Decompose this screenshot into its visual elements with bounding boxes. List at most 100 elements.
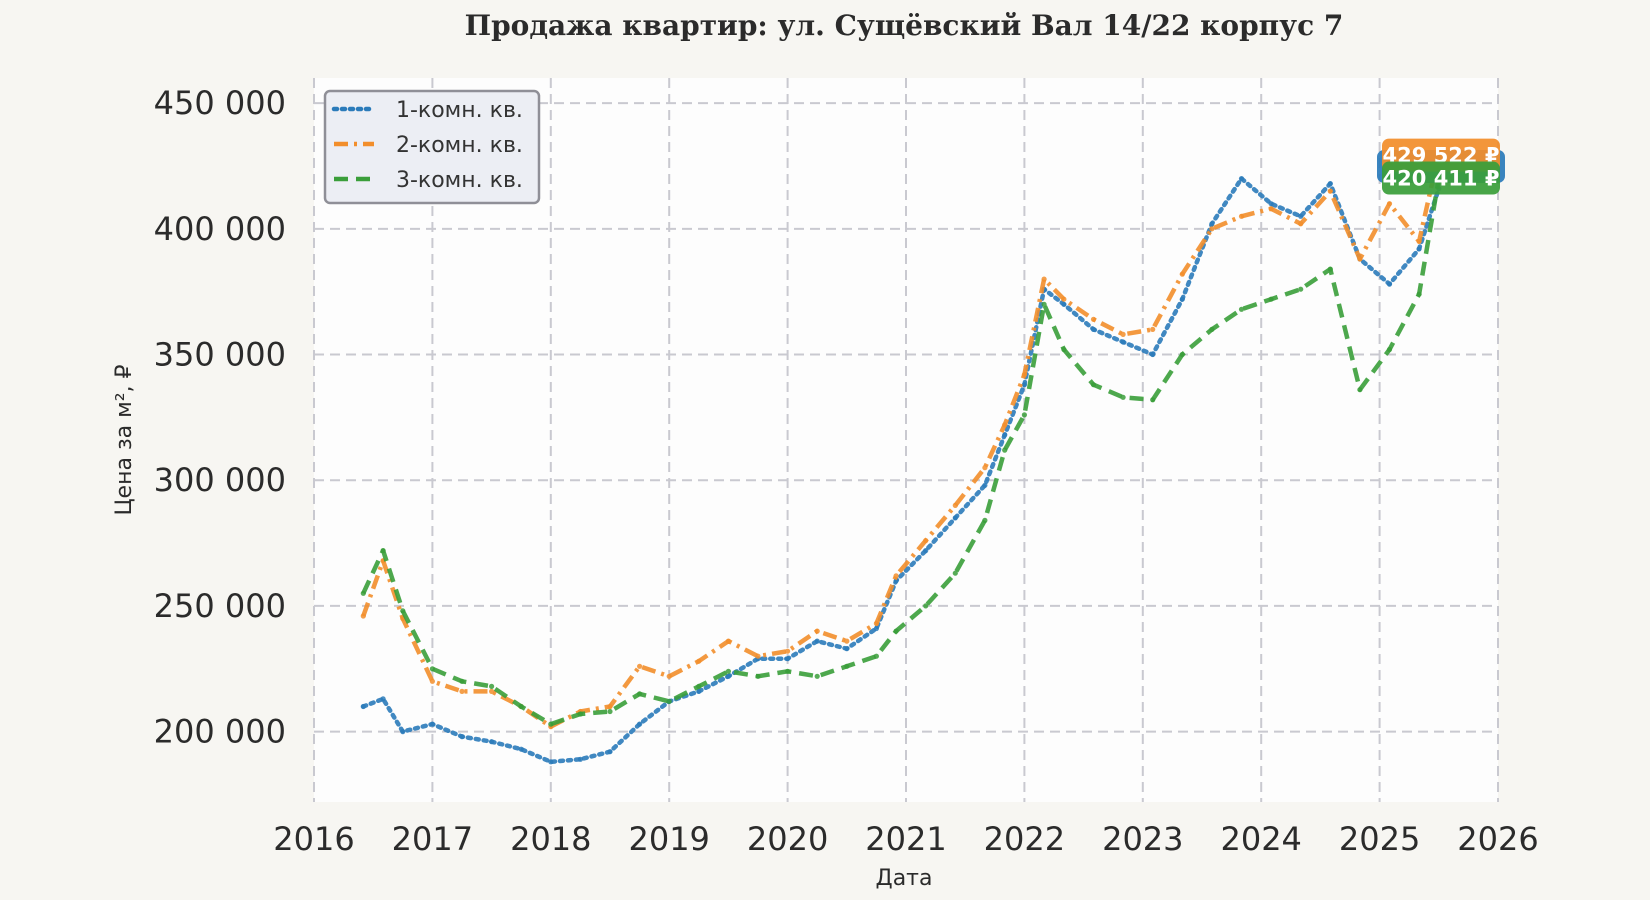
data-point [1327, 188, 1333, 194]
x-tick-label: 2017 [392, 820, 473, 858]
data-point [725, 668, 732, 674]
y-tick-label: 300 000 [154, 461, 286, 499]
data-point [1416, 291, 1422, 297]
data-point [429, 721, 435, 727]
data-point [1327, 266, 1333, 272]
x-tick-label: 2018 [510, 820, 591, 858]
data-point [696, 658, 702, 664]
data-point [380, 696, 386, 702]
data-point [1120, 394, 1126, 400]
data-point [1120, 331, 1126, 337]
data-point [1179, 296, 1185, 302]
data-point [1327, 181, 1333, 187]
data-point [577, 756, 584, 762]
data-point [923, 538, 929, 544]
x-tick-label: 2016 [273, 820, 354, 858]
data-point [1179, 351, 1185, 358]
data-point [637, 721, 643, 727]
data-point [1209, 326, 1215, 332]
series-layer [360, 150, 1442, 765]
data-point [982, 517, 988, 524]
data-point [814, 673, 820, 679]
data-point [360, 703, 366, 710]
data-point [1298, 221, 1304, 227]
data-point [873, 620, 880, 627]
data-point [489, 683, 495, 690]
data-point [696, 683, 702, 690]
data-point [607, 703, 613, 710]
data-point [755, 653, 761, 659]
data-point [1002, 432, 1008, 438]
data-point [1268, 201, 1274, 207]
data-point [1090, 316, 1097, 322]
series-line-1 [361, 176, 1442, 765]
data-point [666, 698, 672, 705]
data-point [1061, 346, 1067, 353]
x-tick-label: 2020 [747, 820, 828, 858]
data-point [489, 739, 495, 745]
data-point [1090, 382, 1097, 388]
data-point [459, 688, 465, 695]
end-label-badge [1382, 161, 1500, 195]
legend-label: 3-комн. кв. [396, 168, 523, 193]
data-point [1386, 281, 1393, 287]
data-point [1041, 276, 1047, 282]
x-tick-label: 2026 [1457, 820, 1538, 858]
data-point [1150, 397, 1156, 403]
data-point [1150, 326, 1156, 332]
data-point [1150, 351, 1156, 358]
y-tick-label: 450 000 [154, 84, 286, 122]
data-point [785, 656, 791, 662]
data-point [982, 465, 988, 471]
y-tick-label: 250 000 [154, 587, 286, 625]
data-point [1179, 271, 1185, 277]
data-point [725, 638, 732, 644]
data-point [1416, 238, 1422, 244]
data-point [844, 663, 850, 669]
data-point [893, 628, 899, 634]
data-point [952, 502, 958, 508]
data-point [785, 648, 791, 654]
data-point [1298, 286, 1304, 292]
data-point [1386, 201, 1393, 207]
data-point [1238, 306, 1245, 312]
data-point [666, 673, 672, 679]
end-label-text: 420 411 ₽ [1383, 167, 1500, 191]
data-point [982, 482, 988, 488]
x-axis-label: Дата [876, 866, 933, 891]
data-point [1021, 382, 1027, 388]
data-point [360, 590, 366, 596]
data-point [873, 625, 880, 632]
data-point [429, 666, 435, 672]
data-point [1268, 296, 1274, 302]
y-tick-label: 350 000 [154, 336, 286, 374]
data-point [489, 688, 495, 695]
data-point [1209, 226, 1215, 232]
y-tick-label: 200 000 [154, 713, 286, 751]
data-point [923, 603, 929, 609]
data-point [1061, 301, 1067, 307]
legend-label: 1-комн. кв. [396, 98, 523, 123]
x-tick-label: 2025 [1339, 820, 1420, 858]
data-point [1298, 213, 1304, 219]
data-point [785, 668, 791, 674]
data-point [1120, 339, 1126, 345]
data-point [844, 638, 850, 644]
data-point [459, 678, 465, 684]
y-axis-label: Цена за м², ₽ [112, 364, 137, 515]
data-point [1002, 422, 1008, 428]
data-point [1021, 372, 1027, 378]
data-point [400, 608, 406, 614]
data-point [873, 653, 880, 659]
data-point [1238, 176, 1245, 182]
data-point [952, 570, 958, 576]
data-point [1357, 387, 1363, 393]
x-tick-label: 2024 [1220, 820, 1301, 858]
data-point [952, 515, 958, 521]
data-point [1090, 326, 1097, 332]
chart-title: Продажа квартир: ул. Сущёвский Вал 14/22… [465, 9, 1344, 42]
data-point [400, 729, 406, 735]
data-point [548, 721, 554, 727]
data-point [1357, 256, 1363, 262]
x-tick-label: 2022 [984, 820, 1065, 858]
